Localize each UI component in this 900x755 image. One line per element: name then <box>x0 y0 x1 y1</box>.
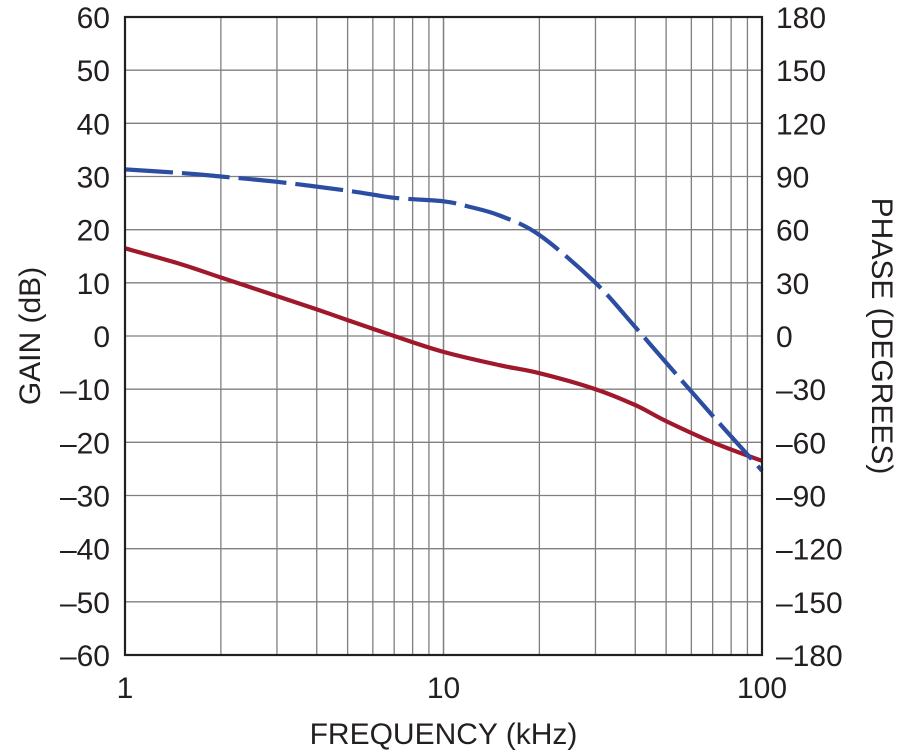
x-axis-title: FREQUENCY (kHz) <box>310 718 578 751</box>
phase-axis-title: PHASE (DEGREES) <box>865 198 898 475</box>
gain-tick-label: –50 <box>60 587 110 620</box>
gain-tick-label: –60 <box>60 640 110 673</box>
gain-tick-label: –10 <box>60 374 110 407</box>
frequency-tick-label: 1 <box>117 672 134 705</box>
gain-tick-label: 0 <box>93 321 110 354</box>
phase-tick-label: 90 <box>776 162 809 195</box>
gain-tick-label: 20 <box>77 215 110 248</box>
series-group <box>124 167 764 473</box>
phase-series-line <box>124 167 764 473</box>
gain-tick-label: –40 <box>60 534 110 567</box>
gain-tick-label: –30 <box>60 481 110 514</box>
gain-tick-label: 60 <box>77 2 110 35</box>
phase-tick-label: –180 <box>776 640 843 673</box>
gain-axis-ticks: –60 –50 –40 –30 –20 –10 0 10 20 30 40 50 60 <box>60 2 110 673</box>
phase-tick-label: 30 <box>776 268 809 301</box>
gain-series-line <box>124 246 763 463</box>
phase-tick-label: –120 <box>776 534 843 567</box>
gain-tick-label: 30 <box>77 162 110 195</box>
phase-tick-label: 150 <box>776 55 826 88</box>
gain-tick-label: 40 <box>77 108 110 141</box>
frequency-tick-label: 100 <box>737 672 787 705</box>
frequency-axis-ticks: 1 10 100 <box>117 672 787 705</box>
gain-tick-label: –20 <box>60 427 110 460</box>
phase-tick-label: –90 <box>776 481 826 514</box>
grid <box>124 16 763 656</box>
gain-tick-label: 50 <box>77 55 110 88</box>
phase-axis-ticks: –180 –150 –120 –90 –60 –30 0 30 60 90 120 150 180 <box>776 2 843 673</box>
phase-tick-label: –30 <box>776 374 826 407</box>
plot-frame <box>123 15 764 657</box>
phase-tick-label: 0 <box>776 321 793 354</box>
frequency-tick-label: 10 <box>427 672 460 705</box>
phase-tick-label: –60 <box>776 427 826 460</box>
phase-tick-label: 120 <box>776 108 826 141</box>
phase-tick-label: 60 <box>776 215 809 248</box>
gain-tick-label: 10 <box>77 268 110 301</box>
phase-tick-label: 180 <box>776 2 826 35</box>
gain-axis-title: GAIN (dB) <box>14 267 47 405</box>
phase-tick-label: –150 <box>776 587 843 620</box>
